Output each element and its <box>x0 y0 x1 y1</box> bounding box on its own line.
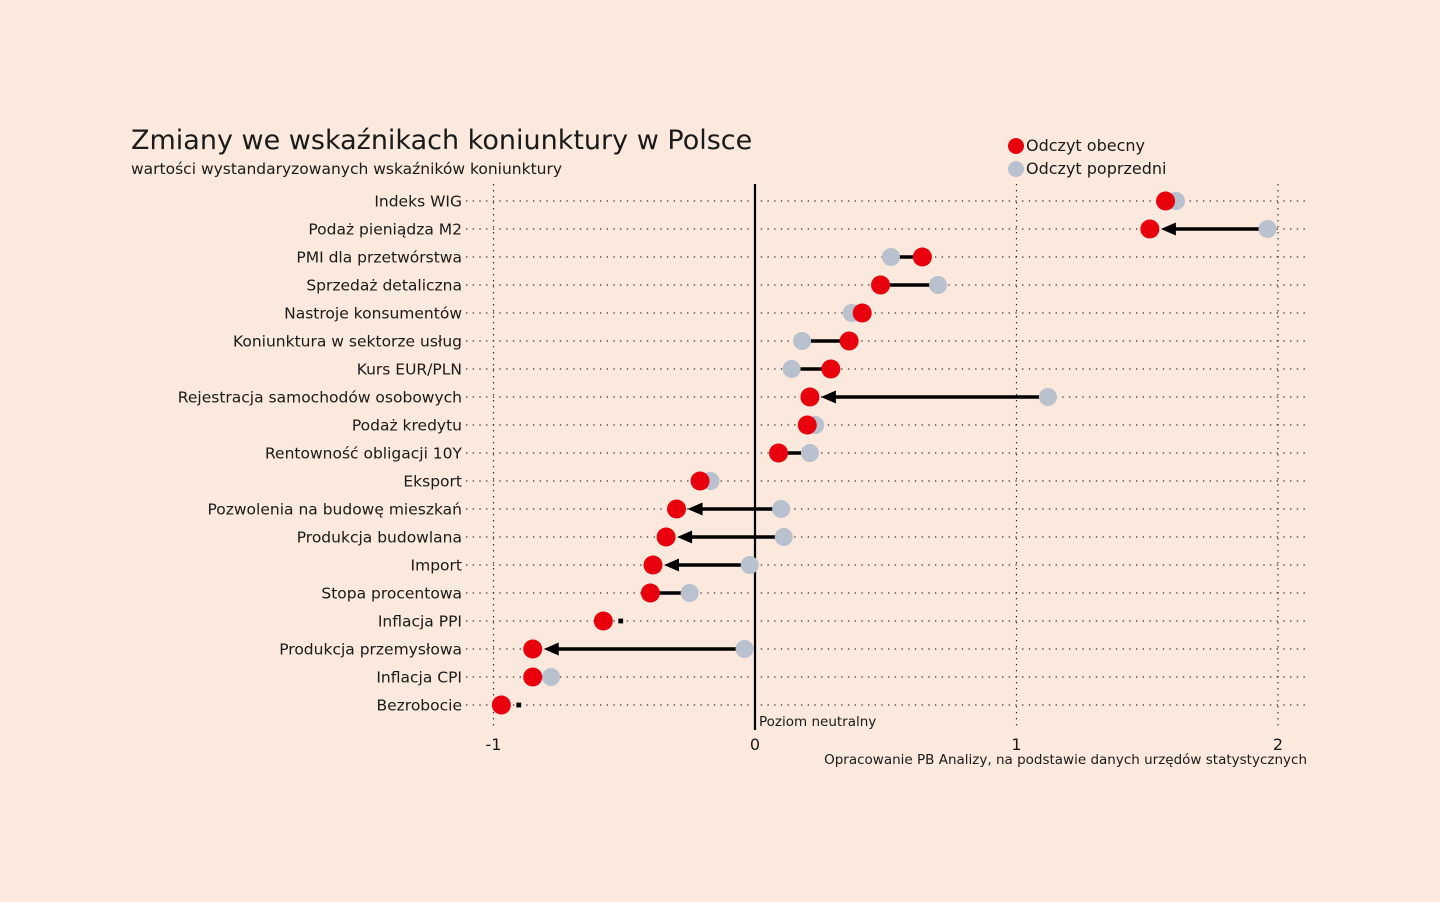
category-label: Koniunktura w sektorze usług <box>233 333 462 351</box>
connector-arrowhead <box>677 530 693 544</box>
dot-previous <box>1038 388 1057 406</box>
category-label: Produkcja przemysłowa <box>279 641 462 659</box>
dot-current <box>912 247 932 267</box>
dot-current <box>523 667 543 687</box>
dot-previous <box>772 500 791 518</box>
dot-previous <box>881 248 900 266</box>
dot-current <box>821 359 841 379</box>
category-label: Inflacja CPI <box>376 669 462 687</box>
dot-current <box>593 611 613 631</box>
category-label: Pozwolenia na budowę mieszkań <box>207 501 462 519</box>
category-label: Sprzedaż detaliczna <box>306 277 462 295</box>
connector-arrowhead <box>543 642 559 656</box>
current-reading-dot-icon <box>1008 137 1024 154</box>
connector-arrowhead <box>687 502 703 516</box>
category-label: Rejestracja samochodów osobowych <box>178 389 462 407</box>
connector-arrowhead <box>664 558 680 572</box>
legend-label-current: Odczyt obecny <box>1026 136 1145 155</box>
dot-previous <box>929 276 948 294</box>
dot-current <box>852 303 872 323</box>
chart-subtitle: wartości wystandaryzowanych wskaźników k… <box>131 160 563 178</box>
legend: Odczyt obecny Odczyt poprzedni <box>1008 134 1166 180</box>
dot-current <box>667 499 687 519</box>
dot-previous <box>793 332 812 350</box>
dot-previous <box>735 640 754 658</box>
category-label: Rentowność obligacji 10Y <box>265 445 463 463</box>
dot-previous <box>782 360 801 378</box>
category-label: Inflacja PPI <box>378 613 462 631</box>
dot-current <box>656 527 676 547</box>
connector-arrowhead <box>820 390 836 404</box>
source-attribution: Opracowanie PB Analizy, na podstawie dan… <box>824 752 1307 768</box>
category-label: Podaż pieniądza M2 <box>308 221 462 239</box>
dot-current <box>491 695 511 715</box>
dot-current <box>1156 191 1176 211</box>
x-tick-label: 1 <box>1011 735 1021 754</box>
connector-stub <box>516 702 522 708</box>
legend-item-current: Odczyt obecny <box>1008 134 1166 157</box>
dot-current <box>640 583 660 603</box>
page-title: Zmiany we wskaźnikach koniunktury w Pols… <box>131 125 753 156</box>
dot-current <box>769 443 789 463</box>
category-label: Stopa procentowa <box>321 585 462 603</box>
category-label: Nastroje konsumentów <box>284 305 462 323</box>
neutral-level-label: Poziom neutralny <box>759 714 877 730</box>
category-label: Podaż kredytu <box>352 417 462 435</box>
dot-current <box>800 387 820 407</box>
x-tick-label: 0 <box>750 735 760 754</box>
x-tick-label: 2 <box>1273 735 1283 754</box>
category-label: Bezrobocie <box>376 697 462 715</box>
dot-previous <box>740 556 759 574</box>
dot-current <box>523 639 543 659</box>
dot-previous <box>542 668 561 686</box>
dot-current <box>690 471 710 491</box>
x-tick-label: -1 <box>486 735 502 754</box>
dot-previous <box>680 584 699 602</box>
dot-current <box>871 275 891 295</box>
category-label: Produkcja budowlana <box>297 529 462 547</box>
category-label: Import <box>411 557 462 575</box>
category-label: Kurs EUR/PLN <box>357 361 462 379</box>
connector-arrowhead <box>1160 222 1176 236</box>
dot-current <box>839 331 859 351</box>
dot-current <box>643 555 663 575</box>
previous-reading-dot-icon <box>1008 160 1024 177</box>
dot-previous <box>800 444 819 462</box>
connector-stub <box>618 618 624 624</box>
dot-current <box>797 415 817 435</box>
legend-item-previous: Odczyt poprzedni <box>1008 157 1166 180</box>
dot-current <box>1140 219 1160 239</box>
dot-previous <box>1258 220 1277 238</box>
dot-previous <box>774 528 793 546</box>
category-label: Eksport <box>403 473 462 491</box>
category-label: PMI dla przetwórstwa <box>296 249 462 267</box>
legend-label-previous: Odczyt poprzedni <box>1026 159 1167 178</box>
category-label: Indeks WIG <box>374 193 462 211</box>
